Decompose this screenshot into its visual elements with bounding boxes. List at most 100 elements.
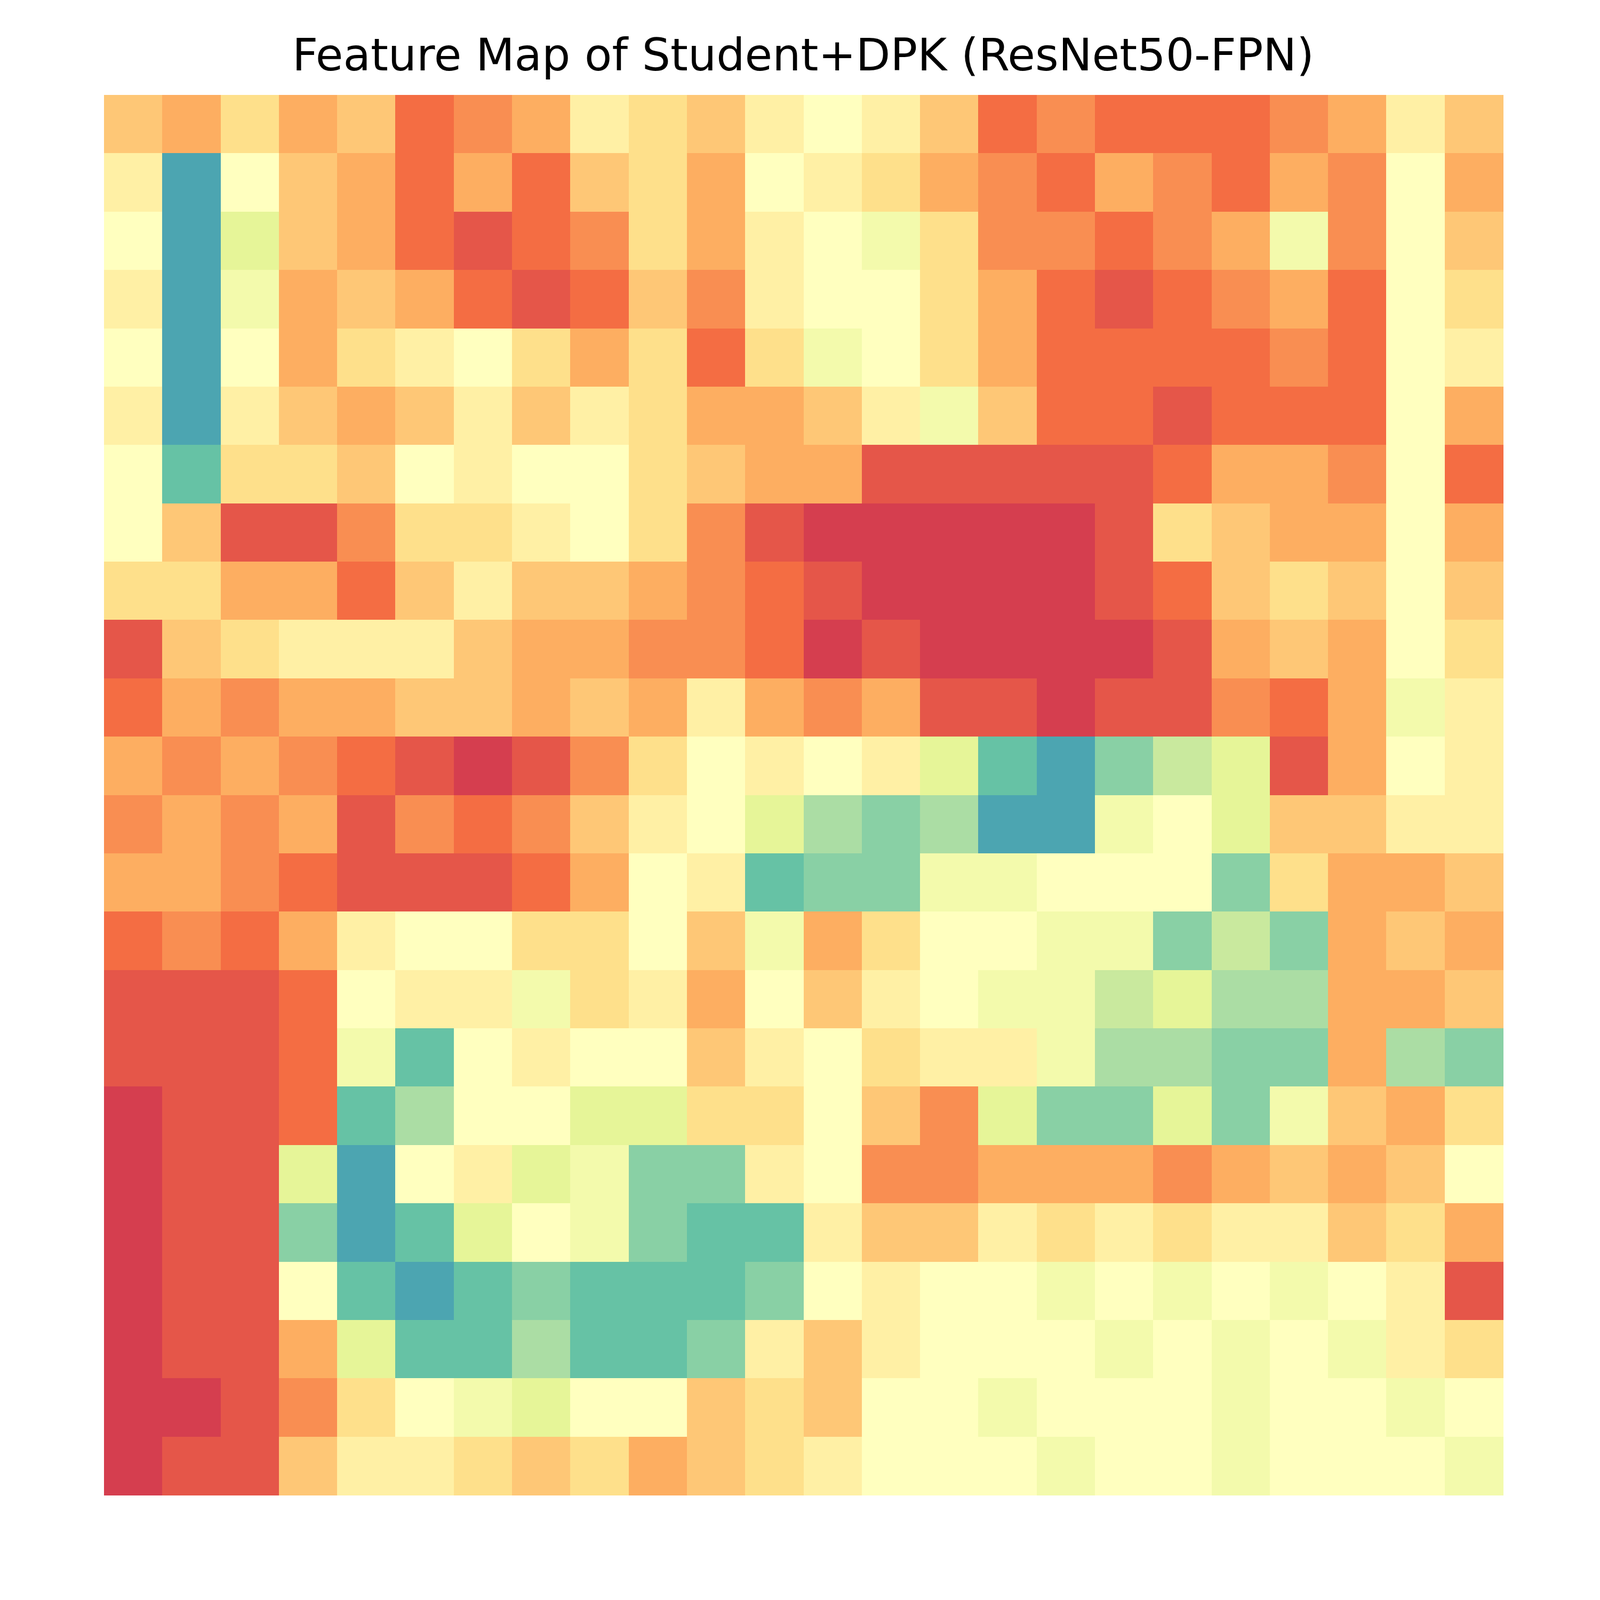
cell — [1444, 911, 1504, 971]
cell — [978, 269, 1037, 329]
cell — [337, 1261, 396, 1321]
cell — [278, 561, 338, 621]
cell — [1036, 153, 1096, 212]
cell — [1153, 1261, 1212, 1321]
cell — [803, 795, 863, 854]
cell — [570, 1436, 629, 1496]
cell — [1386, 1086, 1445, 1146]
cell — [1269, 911, 1329, 971]
cell — [686, 911, 746, 971]
cell — [803, 1028, 863, 1087]
cell — [220, 503, 280, 563]
cell — [453, 328, 513, 388]
cell — [512, 386, 571, 446]
cell — [686, 1320, 746, 1379]
cell — [278, 444, 338, 504]
cell — [628, 853, 688, 912]
cell — [1036, 853, 1096, 912]
cell — [861, 853, 921, 912]
cell — [1444, 1203, 1504, 1262]
cell — [861, 795, 921, 854]
cell — [1153, 911, 1212, 971]
cell — [104, 619, 163, 679]
cell — [1444, 1320, 1504, 1379]
cell — [220, 911, 280, 971]
cell — [920, 970, 979, 1029]
cell — [1153, 153, 1212, 212]
cell — [104, 211, 163, 271]
cell — [453, 386, 513, 446]
cell — [1444, 1261, 1504, 1321]
cell — [220, 853, 280, 912]
cell — [978, 503, 1037, 563]
cell — [570, 94, 629, 154]
cell — [1036, 269, 1096, 329]
cell — [978, 153, 1037, 212]
cell — [1269, 678, 1329, 738]
cell — [512, 269, 571, 329]
cell — [1269, 94, 1329, 154]
cell — [104, 269, 163, 329]
cell — [104, 1203, 163, 1262]
cell — [104, 1028, 163, 1087]
cell — [104, 94, 163, 154]
cell — [512, 1378, 571, 1437]
title: Feature Map of Student+DPK (ResNet50-FPN… — [292, 28, 1315, 82]
cell — [1036, 1320, 1096, 1379]
cell — [686, 503, 746, 563]
cell — [570, 1086, 629, 1146]
cell — [803, 1203, 863, 1262]
cell — [628, 444, 688, 504]
cell — [1153, 970, 1212, 1029]
cell — [1386, 1203, 1445, 1262]
cell — [395, 911, 454, 971]
cell — [686, 94, 746, 154]
cell — [745, 328, 804, 388]
cell — [978, 736, 1037, 796]
cell — [745, 269, 804, 329]
cell — [162, 94, 221, 154]
cell — [745, 153, 804, 212]
cell — [570, 1261, 629, 1321]
cell — [745, 386, 804, 446]
cell — [920, 1436, 979, 1496]
cell — [220, 795, 280, 854]
cell — [1328, 1028, 1387, 1087]
cell — [920, 444, 979, 504]
cell — [278, 386, 338, 446]
cell — [686, 444, 746, 504]
cell — [104, 1145, 163, 1204]
cell — [395, 211, 454, 271]
cell — [220, 1086, 280, 1146]
cell — [570, 211, 629, 271]
cell — [920, 1261, 979, 1321]
cell — [1211, 1086, 1271, 1146]
cell — [978, 211, 1037, 271]
cell — [920, 153, 979, 212]
cell — [1036, 561, 1096, 621]
cell — [337, 678, 396, 738]
cell — [861, 328, 921, 388]
cell — [920, 1145, 979, 1204]
cell — [395, 1320, 454, 1379]
cell — [1153, 211, 1212, 271]
cell — [1269, 386, 1329, 446]
cell — [220, 211, 280, 271]
cell — [220, 1261, 280, 1321]
cell — [1211, 853, 1271, 912]
cell — [220, 328, 280, 388]
cell — [745, 1436, 804, 1496]
cell — [978, 561, 1037, 621]
cell — [628, 94, 688, 154]
cell — [745, 561, 804, 621]
cell — [162, 1320, 221, 1379]
cell — [395, 1145, 454, 1204]
cell — [1269, 444, 1329, 504]
cell — [1094, 1028, 1154, 1087]
cell — [745, 1378, 804, 1437]
cell — [1211, 1378, 1271, 1437]
cell — [512, 853, 571, 912]
cell — [861, 1028, 921, 1087]
cell — [920, 269, 979, 329]
cell — [278, 1086, 338, 1146]
